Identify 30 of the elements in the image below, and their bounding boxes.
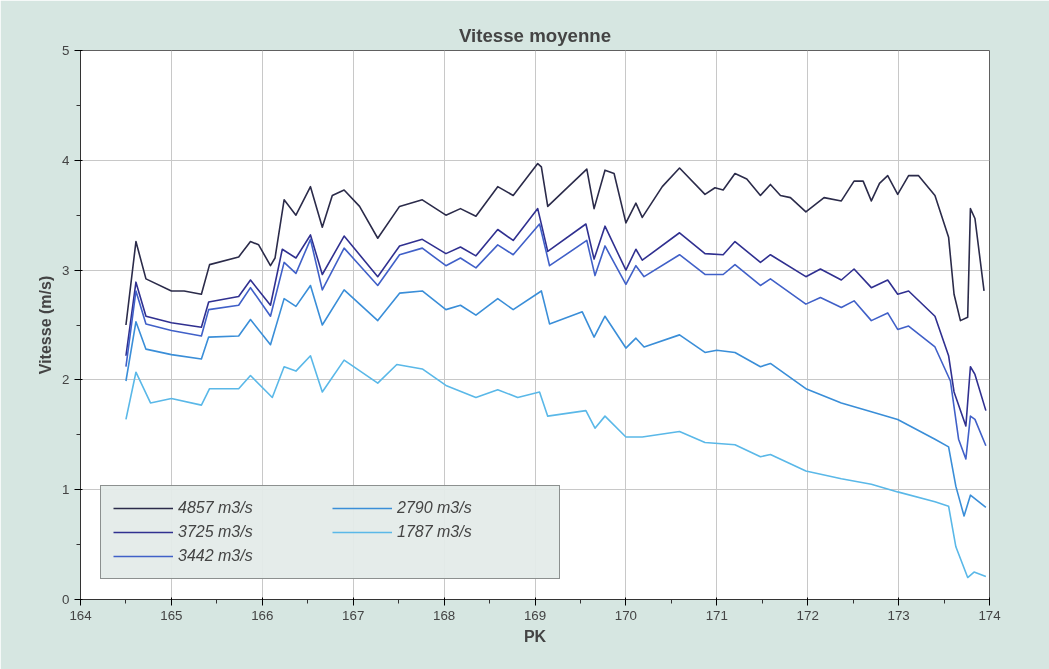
line-series <box>125 223 987 460</box>
x-tick-label: 171 <box>705 607 728 623</box>
x-tick-label: 167 <box>342 607 365 623</box>
line-series <box>125 284 987 517</box>
y-tick-label: 0 <box>62 592 70 607</box>
x-tick-label: 168 <box>432 607 456 623</box>
x-tick-label: 165 <box>160 607 183 623</box>
x-tick-label: 164 <box>69 607 93 623</box>
line-series <box>125 162 985 326</box>
legend-label: 2790 m3/s <box>397 499 473 517</box>
legend-label: 3725 m3/s <box>178 523 254 541</box>
legend-label: 4857 m3/s <box>178 499 254 517</box>
line-series <box>125 354 987 579</box>
x-axis-title: PK <box>523 627 547 645</box>
y-tick-label: 5 <box>62 43 70 58</box>
legend-label: 3442 m3/s <box>178 547 254 565</box>
x-tick-label: 174 <box>978 607 1002 623</box>
y-axis-title: Vitesse (m/s) <box>37 275 55 375</box>
x-tick-label: 166 <box>251 607 274 623</box>
x-tick-label: 170 <box>614 607 638 623</box>
y-tick-label: 4 <box>62 152 71 168</box>
x-tick-label: 172 <box>796 607 819 623</box>
x-tick-label: 173 <box>887 607 910 623</box>
line-series <box>125 207 987 427</box>
y-tick-label: 3 <box>62 262 70 278</box>
y-tick-label: 2 <box>62 372 70 388</box>
legend-label: 1787 m3/s <box>397 523 473 541</box>
y-tick-label: 1 <box>62 482 70 498</box>
chart-title: Vitesse moyenne <box>458 24 612 46</box>
x-tick-label: 169 <box>523 607 547 623</box>
